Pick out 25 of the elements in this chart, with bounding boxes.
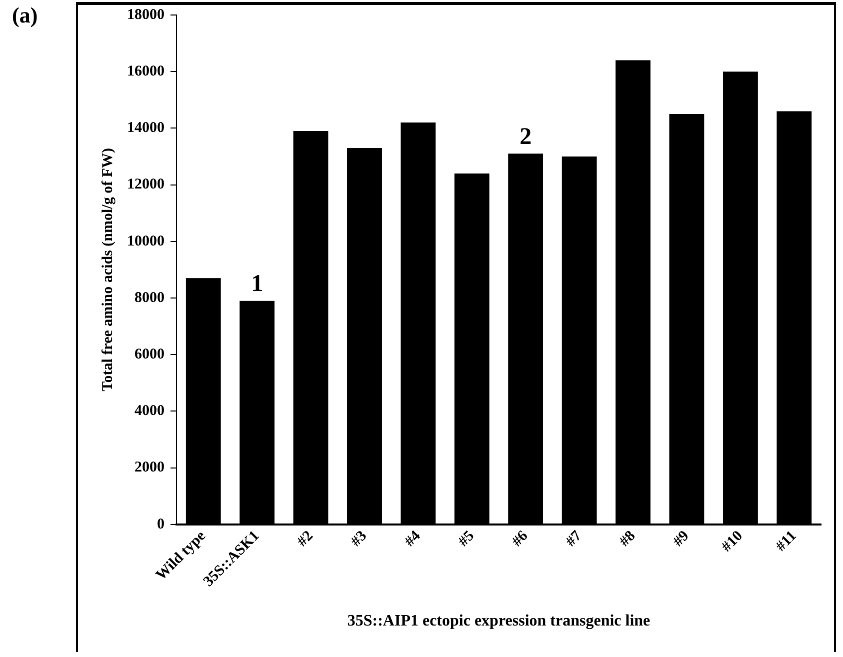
y-tick-label: 4000 — [134, 403, 164, 420]
x-tick-label: #4 — [402, 528, 424, 550]
x-axis-title: 35S::AIP1 ectopic expression transgenic line — [347, 612, 650, 630]
y-tick-label: 14000 — [127, 120, 164, 136]
y-tick-label: 10000 — [127, 233, 164, 250]
y-tick-label: 18000 — [127, 6, 164, 23]
annotation: 2 — [520, 124, 532, 150]
y-tick-label: 6000 — [134, 346, 164, 362]
x-tick-label: #5 — [456, 528, 478, 550]
x-tick-label: #7 — [562, 528, 586, 550]
y-tick-label: 12000 — [127, 176, 164, 193]
text: (a) — [12, 2, 38, 28]
annotation: 1 — [251, 271, 264, 298]
x-tick-label: #6 — [509, 528, 532, 550]
x-tick-label: #11 — [773, 528, 800, 555]
x-tick-label: #10 — [718, 528, 746, 556]
x-tick-label: #8 — [616, 528, 639, 550]
y-tick-label: 8000 — [134, 290, 164, 306]
y-tick-label: 16000 — [127, 63, 164, 80]
x-tick-label: #9 — [670, 528, 692, 550]
y-axis-title: Total free amino acids (nmol/g of FW) — [100, 148, 116, 392]
x-tick-label: #3 — [348, 528, 370, 550]
y-tick-label: 0 — [157, 516, 164, 532]
y-tick-label: 2000 — [134, 460, 164, 476]
x-tick-label: #2 — [294, 528, 316, 550]
